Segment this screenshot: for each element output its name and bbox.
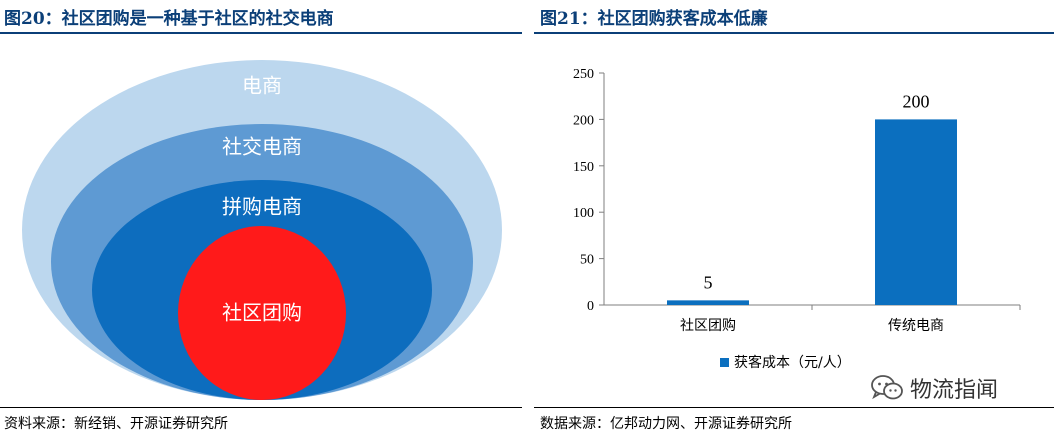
concentric-diagram <box>22 60 502 400</box>
y-tick-label: 150 <box>573 160 594 175</box>
ring-label-group-buy-ecommerce: 拼购电商 <box>222 194 302 219</box>
left-title-rule <box>0 32 522 34</box>
y-tick-label: 100 <box>573 206 594 221</box>
bar <box>875 119 957 306</box>
left-panel-title: 图20：社区团购是一种基于社区的社交电商 <box>4 9 334 29</box>
ring-label-ecommerce: 电商 <box>242 73 282 98</box>
legend-swatch <box>720 358 729 367</box>
watermark: 物流指闻 <box>870 372 998 404</box>
wechat-icon <box>871 375 903 400</box>
right-panel-title: 图21：社区团购获客成本低廉 <box>540 9 768 29</box>
left-source: 资料来源：新经销、开源证券研究所 <box>4 416 228 432</box>
legend-label: 获客成本（元/人） <box>734 354 851 371</box>
data-label: 200 <box>903 91 930 111</box>
ring-community-group-buy <box>178 226 346 400</box>
watermark-text: 物流指闻 <box>910 378 999 403</box>
bar <box>667 300 749 305</box>
ring-label-social-ecommerce: 社交电商 <box>222 134 302 159</box>
ring-label-community-group-buy: 社区团购 <box>222 300 302 325</box>
x-tick-label: 传统电商 <box>888 318 944 334</box>
x-tick-label: 社区团购 <box>680 318 736 334</box>
y-tick-label: 0 <box>587 299 594 314</box>
right-bottom-rule <box>534 407 1054 408</box>
left-bottom-rule <box>0 407 522 408</box>
y-tick-label: 200 <box>573 113 594 128</box>
right-source: 数据来源：亿邦动力网、开源证券研究所 <box>540 416 792 432</box>
data-label: 5 <box>704 272 713 292</box>
y-tick-label: 250 <box>573 67 594 82</box>
right-title-rule <box>534 32 1054 34</box>
y-tick-label: 50 <box>580 253 594 268</box>
